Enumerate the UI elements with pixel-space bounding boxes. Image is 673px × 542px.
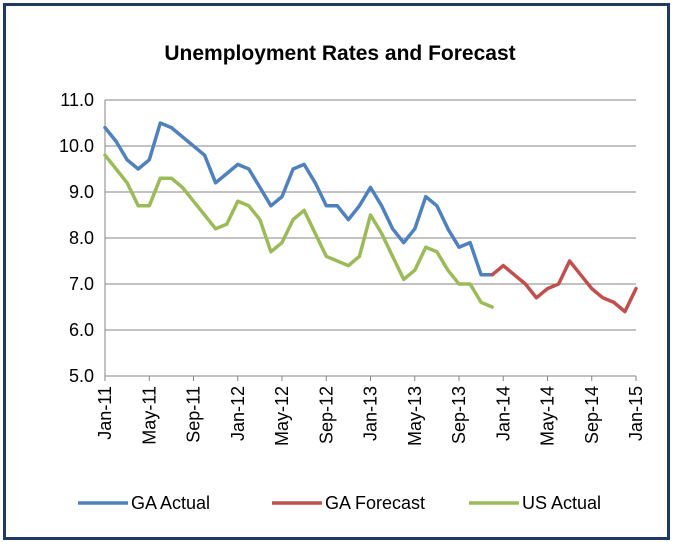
y-tick-label: 6.0 xyxy=(69,320,94,340)
legend-label: GA Actual xyxy=(131,493,210,513)
x-tick-label: Jan-12 xyxy=(228,386,248,441)
series-lines xyxy=(103,121,638,314)
axes xyxy=(104,100,637,381)
y-tick-label: 11.0 xyxy=(60,90,94,110)
chart-frame xyxy=(3,3,670,540)
y-tick-labels: 5.0 6.0 7.0 8.0 9.0 10.0 11.0 xyxy=(59,90,94,386)
x-tick-label: May-11 xyxy=(139,386,159,445)
x-tick-label: Jan-13 xyxy=(361,386,381,441)
series-line xyxy=(103,153,494,309)
gridlines xyxy=(105,99,636,331)
x-tick-label: Jan-14 xyxy=(493,386,513,441)
x-tick-label: May-12 xyxy=(272,386,292,446)
legend-label: US Actual xyxy=(522,493,601,513)
legend: GA Actual GA Forecast US Actual xyxy=(78,493,601,513)
x-tick-label: May-14 xyxy=(538,386,558,446)
x-tick-labels: Jan-11 May-11 Sep-11 Jan-12 May-12 Sep-12 Jan-… xyxy=(95,386,646,446)
y-tick-label: 5.0 xyxy=(69,366,94,386)
x-tick-label: Sep-12 xyxy=(316,386,336,444)
y-tick-label: 8.0 xyxy=(69,228,94,248)
y-tick-label: 9.0 xyxy=(69,182,94,202)
series-line xyxy=(490,259,638,314)
x-tick-label: Sep-14 xyxy=(582,386,602,444)
y-tick-label: 10.0 xyxy=(59,136,94,156)
chart-title: Unemployment Rates and Forecast xyxy=(164,42,515,65)
x-tick-label: Sep-11 xyxy=(184,386,204,443)
legend-label: GA Forecast xyxy=(325,493,425,513)
x-tick-label: May-13 xyxy=(405,386,425,446)
y-tick-label: 7.0 xyxy=(69,274,94,294)
series-line xyxy=(103,121,494,277)
x-tick-label: Jan-11 xyxy=(95,386,115,440)
x-tick-label: Jan-15 xyxy=(626,386,646,441)
x-tick-label: Sep-13 xyxy=(449,386,469,444)
